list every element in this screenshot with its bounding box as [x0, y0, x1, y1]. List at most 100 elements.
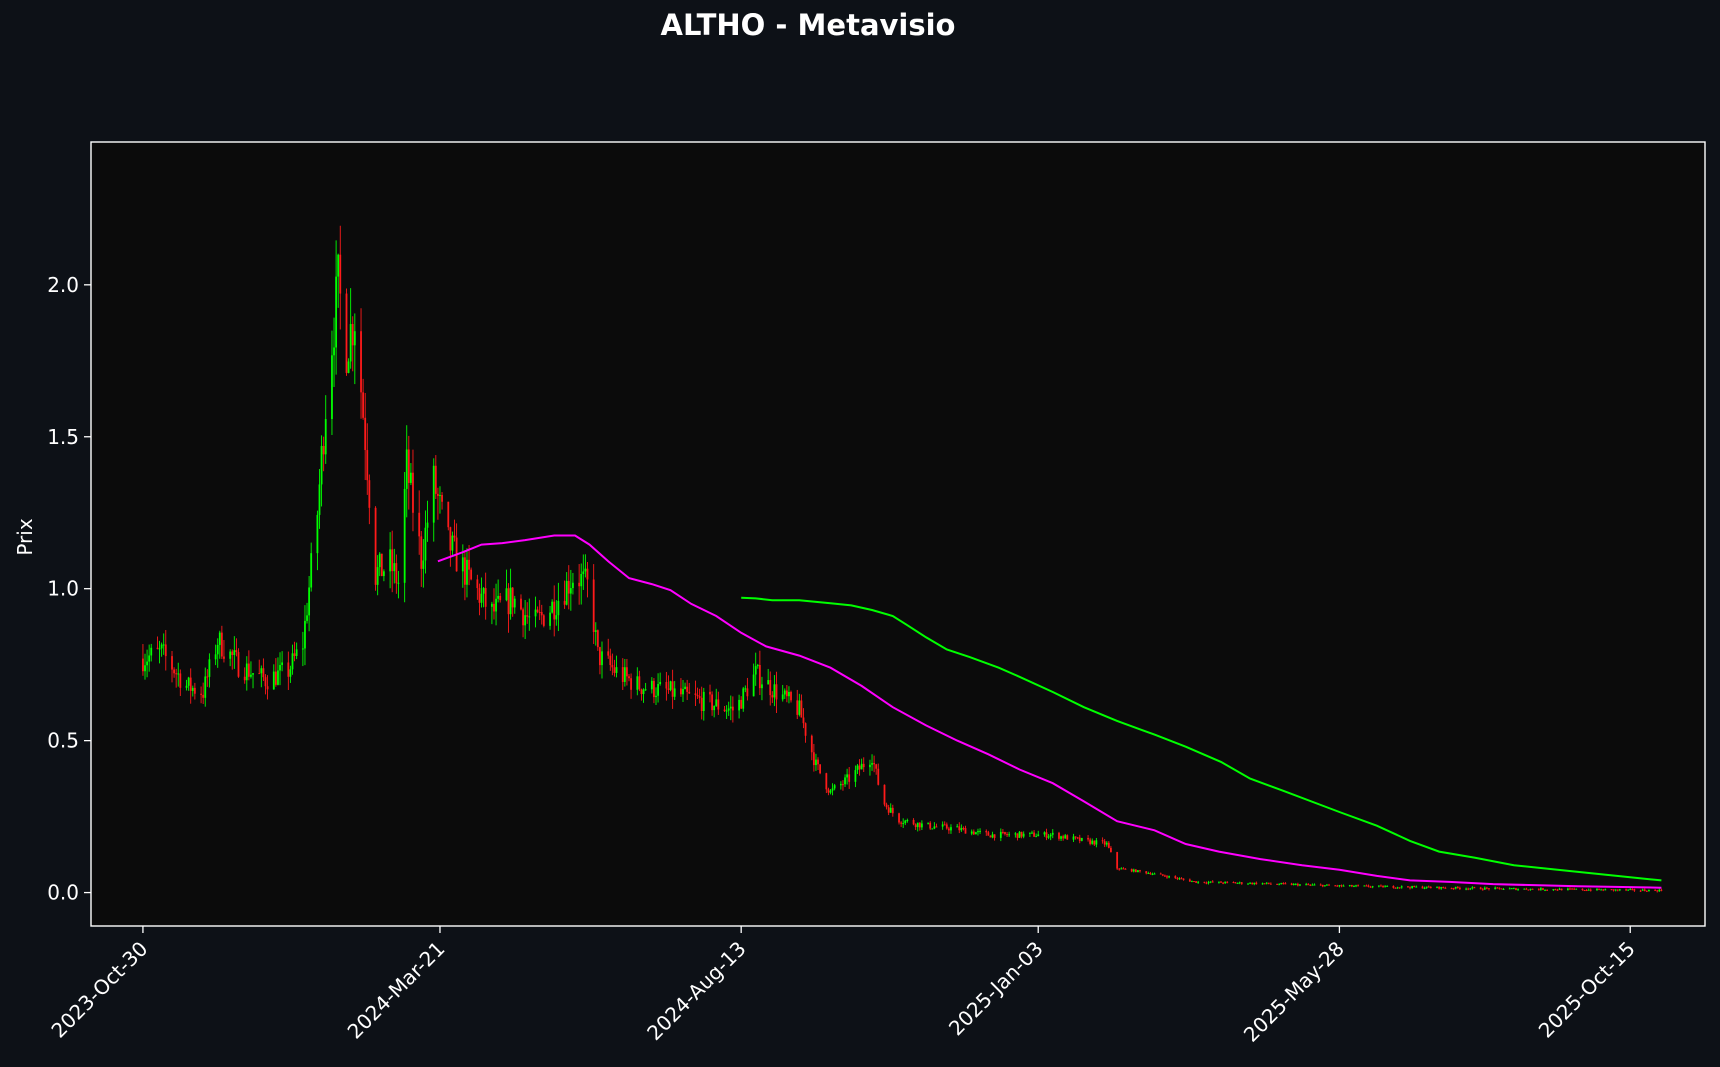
candle-up [1037, 830, 1040, 837]
candle-body [1660, 889, 1663, 891]
candle-down [804, 722, 807, 743]
candle-body [1583, 890, 1586, 892]
candle-up [1247, 882, 1249, 885]
candle-body [902, 823, 905, 825]
moving-average-lines [437, 534, 1662, 889]
candle-up [1384, 884, 1387, 888]
candle-body [742, 688, 745, 709]
candle-body [374, 507, 377, 585]
candle-body [628, 676, 630, 679]
candle-body [1151, 873, 1154, 875]
candle-up [1313, 883, 1316, 886]
candle-body [682, 689, 684, 695]
candle-body [441, 495, 443, 502]
candle-up [1363, 885, 1366, 887]
candle-body [351, 324, 354, 346]
candle-down [553, 585, 556, 637]
candle-body [958, 826, 961, 831]
candle-body [322, 445, 325, 455]
candle-down [1369, 885, 1372, 888]
candle-body [1423, 887, 1426, 889]
candle-body [291, 653, 294, 670]
candle-down [1427, 885, 1430, 888]
candle-body [694, 693, 697, 696]
candle-body [1527, 889, 1530, 891]
candle-down [985, 829, 988, 836]
candle-down [520, 594, 522, 611]
candle-up [1423, 886, 1426, 890]
candle-down [366, 423, 369, 495]
candle-up [1618, 888, 1621, 892]
candle-down [1118, 868, 1121, 871]
candle-body [1479, 887, 1482, 890]
candle-down [696, 687, 699, 700]
candle-body [1134, 869, 1137, 873]
candle-body [1469, 888, 1472, 890]
candle-down [680, 678, 682, 697]
candle-down [1232, 881, 1235, 884]
candle-down [1282, 882, 1285, 885]
candle-up [1465, 887, 1468, 891]
candle-body [970, 831, 973, 834]
candle-down [688, 682, 691, 695]
candle-down [964, 825, 967, 834]
candle-down [538, 600, 541, 621]
candle-body [1118, 868, 1121, 870]
candle-body [277, 670, 279, 685]
candle-body [655, 695, 657, 698]
candle-body [175, 673, 178, 675]
candle-body [891, 807, 894, 814]
candle-body [644, 689, 647, 691]
candle-body [1008, 834, 1011, 836]
candle-down [1130, 868, 1133, 873]
y-tick-label: 1.0 [47, 577, 79, 601]
candle-body [615, 667, 618, 673]
candle-up [1051, 829, 1054, 839]
candle-up [844, 774, 846, 787]
candle-down [1531, 888, 1534, 890]
candle-up [682, 679, 684, 703]
candle-body [1498, 887, 1501, 889]
candle-down [1336, 884, 1339, 887]
candle-body [497, 595, 500, 599]
candle-body [1384, 886, 1387, 888]
candle-down [235, 638, 238, 657]
candle-body [1137, 870, 1139, 873]
candle-down [1456, 886, 1459, 889]
candle-up [1236, 882, 1239, 884]
candle-up [1558, 887, 1561, 890]
y-axis: 0.0 0.5 1.0 1.5 2.0 [47, 273, 91, 905]
candle-down [810, 734, 813, 761]
candle-up [482, 587, 485, 608]
candle-body [715, 699, 718, 706]
candle-body [189, 677, 192, 691]
candle-down [434, 455, 437, 499]
candle-body [831, 788, 834, 791]
candle-down [1174, 875, 1177, 880]
candle-body [684, 686, 686, 690]
candle-body [1442, 886, 1445, 888]
candle-down [1267, 882, 1270, 885]
candle-body [272, 671, 275, 690]
candle-down [621, 658, 624, 691]
candle-body [526, 615, 529, 617]
candle-up [846, 768, 849, 785]
candle-body [538, 612, 541, 614]
candle-down [1195, 881, 1197, 884]
candle-body [403, 488, 406, 583]
candle-down [220, 625, 223, 660]
candle-body [1197, 881, 1200, 883]
candle-body [1342, 885, 1345, 887]
candle-body [833, 785, 836, 789]
candle-body [247, 663, 250, 677]
candle-body [1309, 884, 1312, 886]
candle-up [260, 665, 263, 688]
candle-up [1095, 837, 1098, 848]
candle-down [1612, 889, 1615, 892]
candle-body [1348, 885, 1351, 887]
candle-body [1205, 882, 1208, 884]
candle-body [1089, 839, 1092, 844]
candle-body [819, 764, 822, 774]
candle-body [999, 831, 1002, 838]
candle-body [956, 826, 959, 828]
